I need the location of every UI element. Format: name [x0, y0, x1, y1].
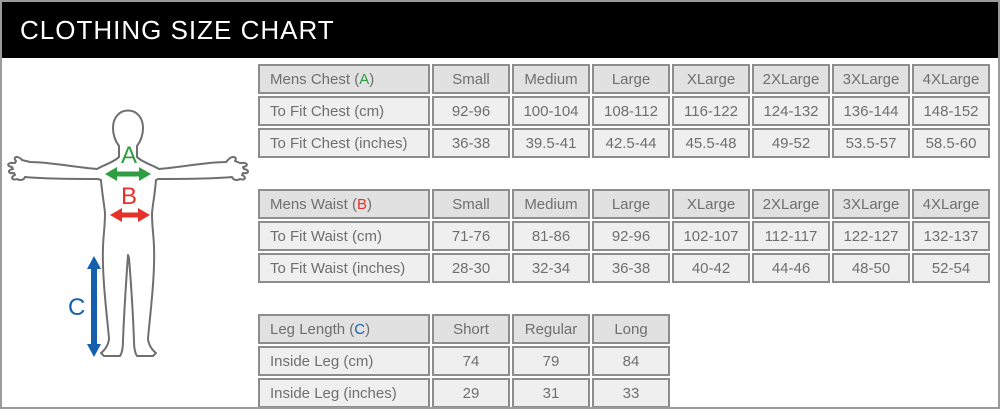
size-column-header: 2XLarge [752, 64, 830, 94]
size-column-header: 3XLarge [832, 189, 910, 219]
size-value-cell: 36-38 [432, 128, 510, 158]
size-column-header: 3XLarge [832, 64, 910, 94]
size-value-cell: 49-52 [752, 128, 830, 158]
table-header-row: Leg Length (C) Short Regular Long [258, 314, 670, 344]
size-column-header: XLarge [672, 189, 750, 219]
leg-length-label: C [68, 294, 85, 321]
waist-label: B [121, 183, 137, 210]
page-title: CLOTHING SIZE CHART [20, 14, 335, 45]
size-value-cell: 136-144 [832, 96, 910, 126]
body-diagram: A B C [2, 58, 254, 407]
size-value-cell: 29 [432, 378, 510, 407]
size-value-cell: 36-38 [592, 253, 670, 283]
size-column-header: 4XLarge [912, 189, 990, 219]
table-row: To Fit Chest (inches) 36-38 39.5-41 42.5-44… [258, 128, 990, 158]
size-column-header: Small [432, 64, 510, 94]
size-value-cell: 81-86 [512, 221, 590, 251]
table-title: Mens Waist (B) [258, 189, 430, 219]
mens-waist-table: Mens Waist (B) Small Medium Large XLarge 2XLa… [256, 187, 992, 285]
body-outline [7, 109, 249, 357]
size-column-header: Regular [512, 314, 590, 344]
size-value-cell: 31 [512, 378, 590, 407]
size-value-cell: 92-96 [432, 96, 510, 126]
size-column-header: 4XLarge [912, 64, 990, 94]
size-value-cell: 84 [592, 346, 670, 376]
size-column-header: Large [592, 64, 670, 94]
row-label: To Fit Chest (inches) [258, 128, 430, 158]
table-row: Inside Leg (cm) 74 79 84 [258, 346, 670, 376]
table-row: To Fit Waist (inches) 28-30 32-34 36-38 40-4… [258, 253, 990, 283]
size-value-cell: 53.5-57 [832, 128, 910, 158]
size-column-header: Small [432, 189, 510, 219]
size-value-cell: 132-137 [912, 221, 990, 251]
measure-letter: A [359, 70, 370, 88]
size-value-cell: 92-96 [592, 221, 670, 251]
row-label: Inside Leg (cm) [258, 346, 430, 376]
size-column-header: Long [592, 314, 670, 344]
size-value-cell: 52-54 [912, 253, 990, 283]
size-value-cell: 108-112 [592, 96, 670, 126]
size-value-cell: 32-34 [512, 253, 590, 283]
size-value-cell: 71-76 [432, 221, 510, 251]
size-value-cell: 148-152 [912, 96, 990, 126]
row-label: To Fit Chest (cm) [258, 96, 430, 126]
measure-letter: C [354, 320, 366, 338]
chest-arrow [105, 167, 151, 181]
size-value-cell: 116-122 [672, 96, 750, 126]
table-title: Leg Length (C) [258, 314, 430, 344]
size-tables: Mens Chest (A) Small Medium Large XLarge 2XLa… [256, 58, 996, 407]
size-column-header: Large [592, 189, 670, 219]
human-figure: A B C [7, 109, 249, 357]
size-column-header: Short [432, 314, 510, 344]
measure-letter: B [356, 195, 367, 213]
size-value-cell: 112-117 [752, 221, 830, 251]
size-value-cell: 33 [592, 378, 670, 407]
size-value-cell: 28-30 [432, 253, 510, 283]
row-label: To Fit Waist (cm) [258, 221, 430, 251]
size-value-cell: 44-46 [752, 253, 830, 283]
size-value-cell: 79 [512, 346, 590, 376]
table-header-row: Mens Chest (A) Small Medium Large XLarge 2XLa… [258, 64, 990, 94]
table-header-row: Mens Waist (B) Small Medium Large XLarge 2XLa… [258, 189, 990, 219]
size-value-cell: 45.5-48 [672, 128, 750, 158]
table-title: Mens Chest (A) [258, 64, 430, 94]
size-value-cell: 58.5-60 [912, 128, 990, 158]
waist-arrow [110, 208, 150, 222]
chest-label: A [121, 142, 137, 169]
title-bar: CLOTHING SIZE CHART [2, 2, 998, 58]
mens-chest-table: Mens Chest (A) Small Medium Large XLarge 2XLa… [256, 62, 992, 160]
size-value-cell: 100-104 [512, 96, 590, 126]
row-label: Inside Leg (inches) [258, 378, 430, 407]
size-column-header: 2XLarge [752, 189, 830, 219]
size-column-header: Medium [512, 64, 590, 94]
table-row: To Fit Chest (cm) 92-96 100-104 108-112 116-… [258, 96, 990, 126]
leg-length-table: Leg Length (C) Short Regular Long Inside Leg… [256, 312, 672, 407]
table-row: Inside Leg (inches) 29 31 33 [258, 378, 670, 407]
size-value-cell: 124-132 [752, 96, 830, 126]
size-value-cell: 122-127 [832, 221, 910, 251]
size-column-header: XLarge [672, 64, 750, 94]
size-value-cell: 102-107 [672, 221, 750, 251]
table-row: To Fit Waist (cm) 71-76 81-86 92-96 102-107 1… [258, 221, 990, 251]
size-value-cell: 74 [432, 346, 510, 376]
row-label: To Fit Waist (inches) [258, 253, 430, 283]
size-column-header: Medium [512, 189, 590, 219]
size-value-cell: 42.5-44 [592, 128, 670, 158]
size-value-cell: 40-42 [672, 253, 750, 283]
size-value-cell: 48-50 [832, 253, 910, 283]
leg-length-arrow [87, 256, 101, 357]
size-value-cell: 39.5-41 [512, 128, 590, 158]
